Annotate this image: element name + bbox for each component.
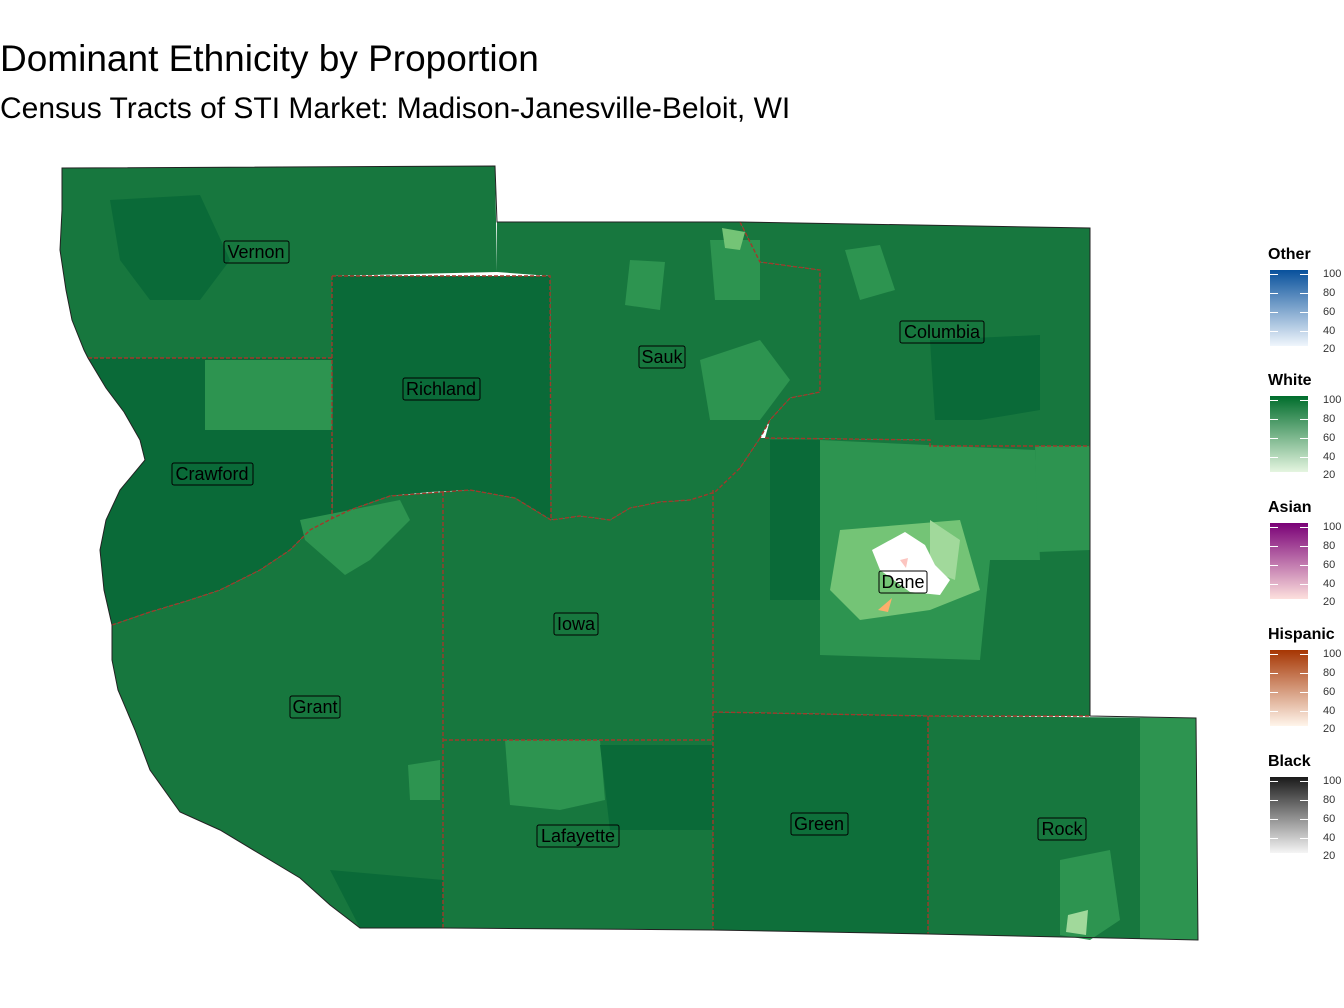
legend-tick-label: 40 bbox=[1323, 451, 1336, 463]
legend-tick-label: 80 bbox=[1323, 413, 1336, 425]
legend-tick-label: 100 bbox=[1323, 648, 1342, 660]
legend-black: Black 100 80 60 40 20 bbox=[1268, 753, 1341, 862]
legend-gradient-asian bbox=[1270, 523, 1308, 599]
svg-text:Richland: Richland bbox=[406, 379, 476, 399]
svg-text:Vernon: Vernon bbox=[227, 242, 284, 262]
legend-tick-label: 100 bbox=[1323, 521, 1342, 533]
legend-gradient-white bbox=[1270, 396, 1308, 472]
svg-text:Crawford: Crawford bbox=[175, 464, 248, 484]
legend-title-other: Other bbox=[1268, 246, 1311, 263]
legend-gradient-other bbox=[1270, 270, 1308, 346]
legend-tick-label: 80 bbox=[1323, 794, 1336, 806]
svg-text:Dane: Dane bbox=[881, 572, 924, 592]
svg-text:Rock: Rock bbox=[1041, 819, 1083, 839]
county-label-rock: Rock bbox=[1037, 817, 1087, 841]
legend-tick-label: 40 bbox=[1323, 325, 1336, 337]
legend-gradient-hispanic bbox=[1270, 650, 1308, 726]
legend-white: White 100 80 60 40 20 bbox=[1268, 372, 1341, 481]
county-grant bbox=[112, 492, 443, 928]
county-borders bbox=[88, 221, 1090, 934]
legend-title-asian: Asian bbox=[1268, 499, 1312, 516]
legend-title-black: Black bbox=[1268, 753, 1311, 770]
market-outline bbox=[59, 165, 1199, 941]
county-label-crawford: Crawford bbox=[171, 462, 254, 486]
county-label-grant: Grant bbox=[289, 695, 341, 719]
county-rock bbox=[928, 716, 1198, 940]
county-label-richland: Richland bbox=[402, 377, 481, 401]
legend-title-white: White bbox=[1268, 372, 1312, 389]
legend-tick-label: 60 bbox=[1323, 813, 1336, 825]
county-regions bbox=[60, 166, 1198, 940]
legend-tick-label: 60 bbox=[1323, 432, 1336, 444]
svg-text:Sauk: Sauk bbox=[641, 347, 683, 367]
legend-tick-label: 80 bbox=[1323, 287, 1336, 299]
legend-hispanic: Hispanic 100 80 60 40 20 bbox=[1268, 626, 1341, 735]
legend-asian: Asian 100 80 60 40 20 bbox=[1268, 499, 1341, 608]
legend-tick-label: 60 bbox=[1323, 686, 1336, 698]
county-label-sauk: Sauk bbox=[638, 345, 686, 369]
svg-text:Iowa: Iowa bbox=[557, 614, 596, 634]
legend-tick-label: 20 bbox=[1323, 343, 1336, 355]
legend-tick-label: 60 bbox=[1323, 559, 1336, 571]
legend-title-hispanic: Hispanic bbox=[1268, 626, 1335, 643]
legend-tick-label: 100 bbox=[1323, 268, 1342, 280]
legend-tick-label: 80 bbox=[1323, 667, 1336, 679]
legend-tick-label: 20 bbox=[1323, 469, 1336, 481]
legend-gradient-black bbox=[1270, 777, 1308, 853]
county-iowa bbox=[443, 490, 713, 740]
legend-tick-label: 20 bbox=[1323, 596, 1336, 608]
legend-tick-label: 100 bbox=[1323, 394, 1342, 406]
svg-text:Green: Green bbox=[794, 814, 844, 834]
legend-other: Other 100 80 60 40 20 bbox=[1268, 246, 1341, 355]
map-subtitle: Census Tracts of STI Market: Madison-Jan… bbox=[0, 92, 791, 125]
legend-tick-label: 20 bbox=[1323, 850, 1336, 862]
legend-tick-label: 40 bbox=[1323, 578, 1336, 590]
legend-tick-label: 60 bbox=[1323, 306, 1336, 318]
legend-tick-label: 80 bbox=[1323, 540, 1336, 552]
county-label-green: Green bbox=[790, 812, 849, 836]
county-green bbox=[713, 712, 928, 934]
legend-tick-label: 20 bbox=[1323, 723, 1336, 735]
county-label-iowa: Iowa bbox=[553, 612, 599, 636]
legend-tick-label: 100 bbox=[1323, 775, 1342, 787]
county-label-lafayette: Lafayette bbox=[536, 824, 620, 848]
map-title: Dominant Ethnicity by Proportion bbox=[0, 38, 539, 79]
county-label-dane: Dane bbox=[878, 570, 928, 594]
tract-patches bbox=[110, 195, 1198, 940]
county-richland bbox=[332, 276, 551, 520]
legend-tick-label: 40 bbox=[1323, 832, 1336, 844]
county-labels: Vernon Richland Sauk Columbia Crawford D… bbox=[171, 240, 1087, 848]
county-label-columbia: Columbia bbox=[899, 320, 985, 344]
svg-text:Lafayette: Lafayette bbox=[541, 826, 615, 846]
county-label-vernon: Vernon bbox=[223, 240, 290, 264]
svg-text:Grant: Grant bbox=[292, 697, 337, 717]
svg-text:Columbia: Columbia bbox=[904, 322, 981, 342]
legend-tick-label: 40 bbox=[1323, 705, 1336, 717]
